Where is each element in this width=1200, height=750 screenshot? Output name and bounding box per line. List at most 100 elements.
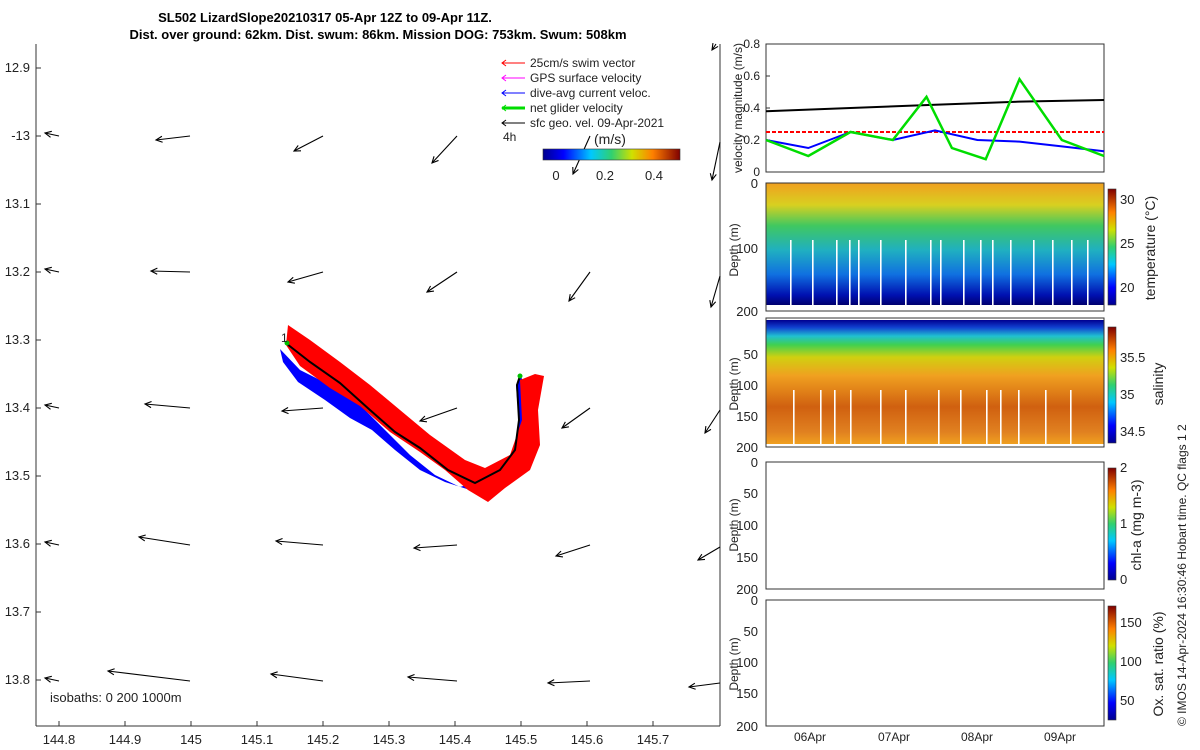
salinity-data-gaps bbox=[793, 390, 1072, 444]
copyright-footer: © IMOS 14-Apr-2024 16:30:46 Hobart time.… bbox=[1175, 424, 1189, 726]
velocity-axes bbox=[765, 43, 1105, 173]
salinity-heatmap bbox=[766, 320, 1104, 444]
oxygen-cbtick-0: 50 bbox=[1120, 693, 1134, 708]
data-gap-stripe bbox=[1000, 390, 1002, 444]
temperature-cbtick-0: 20 bbox=[1120, 280, 1134, 295]
current-vector-arrow bbox=[709, 141, 721, 182]
current-vector-arrow bbox=[280, 407, 324, 415]
velocity-panel: 0 0.2 0.4 0.6 0.8 velocity magnitude (m/s) bbox=[731, 37, 1105, 179]
oxygen-ylabel: Depth (m) bbox=[727, 637, 741, 690]
data-gap-stripe bbox=[1033, 240, 1035, 305]
oxygen-ytick-3: 150 bbox=[736, 686, 758, 701]
current-vector-arrow bbox=[269, 671, 324, 682]
salinity-panel: 50 100 150 200 Depth (m) 34.5 35 35.5 sa… bbox=[727, 317, 1166, 455]
salinity-cbtick-2: 35.5 bbox=[1120, 350, 1145, 365]
chla-ytick-1: 50 bbox=[744, 486, 758, 501]
map-xtick-label: 145.5 bbox=[505, 732, 538, 747]
current-vector-arrow bbox=[546, 679, 591, 687]
legend-label: sfc geo. vel. 09-Apr-2021 bbox=[530, 116, 664, 130]
temperature-data-gaps bbox=[790, 240, 1089, 305]
isobaths-label: isobaths: 0 200 1000m bbox=[50, 690, 182, 705]
legend-entry: net glider velocity bbox=[501, 101, 623, 115]
legend-label: dive-avg current veloc. bbox=[530, 86, 651, 100]
temperature-heatmap bbox=[766, 183, 1104, 305]
data-gap-stripe bbox=[1018, 390, 1020, 444]
temperature-ylabel: Depth (m) bbox=[727, 223, 741, 276]
current-vector-arrow bbox=[274, 537, 324, 546]
map-xtick-label: 145.6 bbox=[571, 732, 604, 747]
oxygen-axes bbox=[765, 599, 1105, 727]
net-glider-track-line bbox=[286, 343, 521, 485]
current-vector-arrow bbox=[406, 673, 458, 682]
current-vector-arrow bbox=[43, 130, 60, 138]
temperature-cblabel: temperature (°C) bbox=[1142, 196, 1158, 300]
map-ytick-label: 13.4 bbox=[5, 400, 30, 415]
data-gap-stripe bbox=[980, 240, 982, 305]
velocity-lines bbox=[765, 76, 1105, 161]
salinity-ytick-2: 150 bbox=[736, 409, 758, 424]
oxygen-ytick-0: 0 bbox=[751, 593, 758, 608]
map-ytick-label: 13.6 bbox=[5, 536, 30, 551]
current-vector-arrow bbox=[687, 682, 721, 690]
current-vector-arrow bbox=[43, 402, 60, 410]
data-gap-stripe bbox=[1045, 390, 1047, 444]
data-gap-stripe bbox=[1087, 240, 1089, 305]
map-panel: 144.8 144.9 145 145.1 145.2 145.3 145.4 145.5 14… bbox=[5, 42, 721, 747]
data-gap-stripe bbox=[930, 240, 932, 305]
temperature-ytick-2: 200 bbox=[736, 304, 758, 319]
map-xtick-label: 145.7 bbox=[637, 732, 670, 747]
current-vector-arrow bbox=[554, 544, 591, 558]
data-gap-stripe bbox=[820, 390, 822, 444]
map-ytick-label: 13.5 bbox=[5, 468, 30, 483]
legend-entry: GPS surface velocity bbox=[501, 71, 641, 85]
speed-colorbar-tick-2: 0.4 bbox=[645, 168, 663, 183]
current-vector-arrow bbox=[149, 267, 191, 275]
legend-extra: 4h bbox=[503, 130, 516, 144]
velocity-ytick-label: 0.6 bbox=[743, 69, 760, 83]
current-vector-arrow bbox=[696, 546, 721, 561]
track-label: 1 bbox=[281, 331, 288, 345]
map-ytick-label: 13.2 bbox=[5, 264, 30, 279]
temperature-axes bbox=[765, 182, 1105, 312]
data-gap-stripe bbox=[940, 240, 942, 305]
legend-entry: sfc geo. vel. 09-Apr-2021 bbox=[501, 116, 664, 130]
velocity-y-ticks: 0 0.2 0.4 0.6 0.8 bbox=[743, 37, 770, 179]
current-vector-arrow bbox=[418, 407, 458, 423]
velocity-ytick-label: 0.8 bbox=[743, 37, 760, 51]
temperature-ytick-0: 0 bbox=[751, 176, 758, 191]
legend-entry: 25cm/s swim vector bbox=[501, 56, 635, 70]
time-xtick-0: 06Apr bbox=[794, 730, 826, 744]
data-gap-stripe bbox=[986, 390, 988, 444]
chla-cbtick-1: 1 bbox=[1120, 516, 1127, 531]
data-gap-stripe bbox=[1010, 240, 1012, 305]
salinity-cblabel: salinity bbox=[1150, 363, 1166, 406]
current-vector-arrow bbox=[43, 266, 60, 274]
data-gap-stripe bbox=[938, 390, 940, 444]
data-gap-stripe bbox=[963, 240, 965, 305]
current-vector-arrow bbox=[711, 42, 719, 52]
current-vector-arrow bbox=[431, 135, 458, 164]
oxygen-cbtick-1: 100 bbox=[1120, 654, 1142, 669]
current-vector-arrow bbox=[143, 401, 191, 409]
chla-cblabel: chl-a (mg m-3) bbox=[1128, 479, 1144, 570]
oxygen-panel: 0 50 100 150 200 Depth (m) 50 100 150 Ox… bbox=[727, 593, 1166, 734]
data-gap-stripe bbox=[880, 390, 882, 444]
salinity-cbtick-1: 35 bbox=[1120, 387, 1134, 402]
map-ytick-label: 12.9 bbox=[5, 60, 30, 75]
swim-vector-band bbox=[286, 325, 544, 502]
map-ticks: 144.8 144.9 145 145.1 145.2 145.3 145.4 145.5 14… bbox=[5, 60, 670, 747]
data-gap-stripe bbox=[1070, 390, 1072, 444]
oxygen-cblabel: Ox. sat. ratio (%) bbox=[1150, 611, 1166, 716]
chla-ytick-4: 200 bbox=[736, 582, 758, 597]
speed-colorbar-bar bbox=[542, 148, 681, 161]
current-vector-arrow bbox=[43, 675, 60, 683]
velocity-ytick-label: 0 bbox=[753, 165, 760, 179]
current-vector-arrow bbox=[709, 275, 721, 309]
data-gap-stripe bbox=[850, 390, 852, 444]
time-xtick-3: 09Apr bbox=[1044, 730, 1076, 744]
map-ytick-label: 13.3 bbox=[5, 332, 30, 347]
data-gap-stripe bbox=[812, 240, 814, 305]
map-xtick-label: 145.3 bbox=[373, 732, 406, 747]
